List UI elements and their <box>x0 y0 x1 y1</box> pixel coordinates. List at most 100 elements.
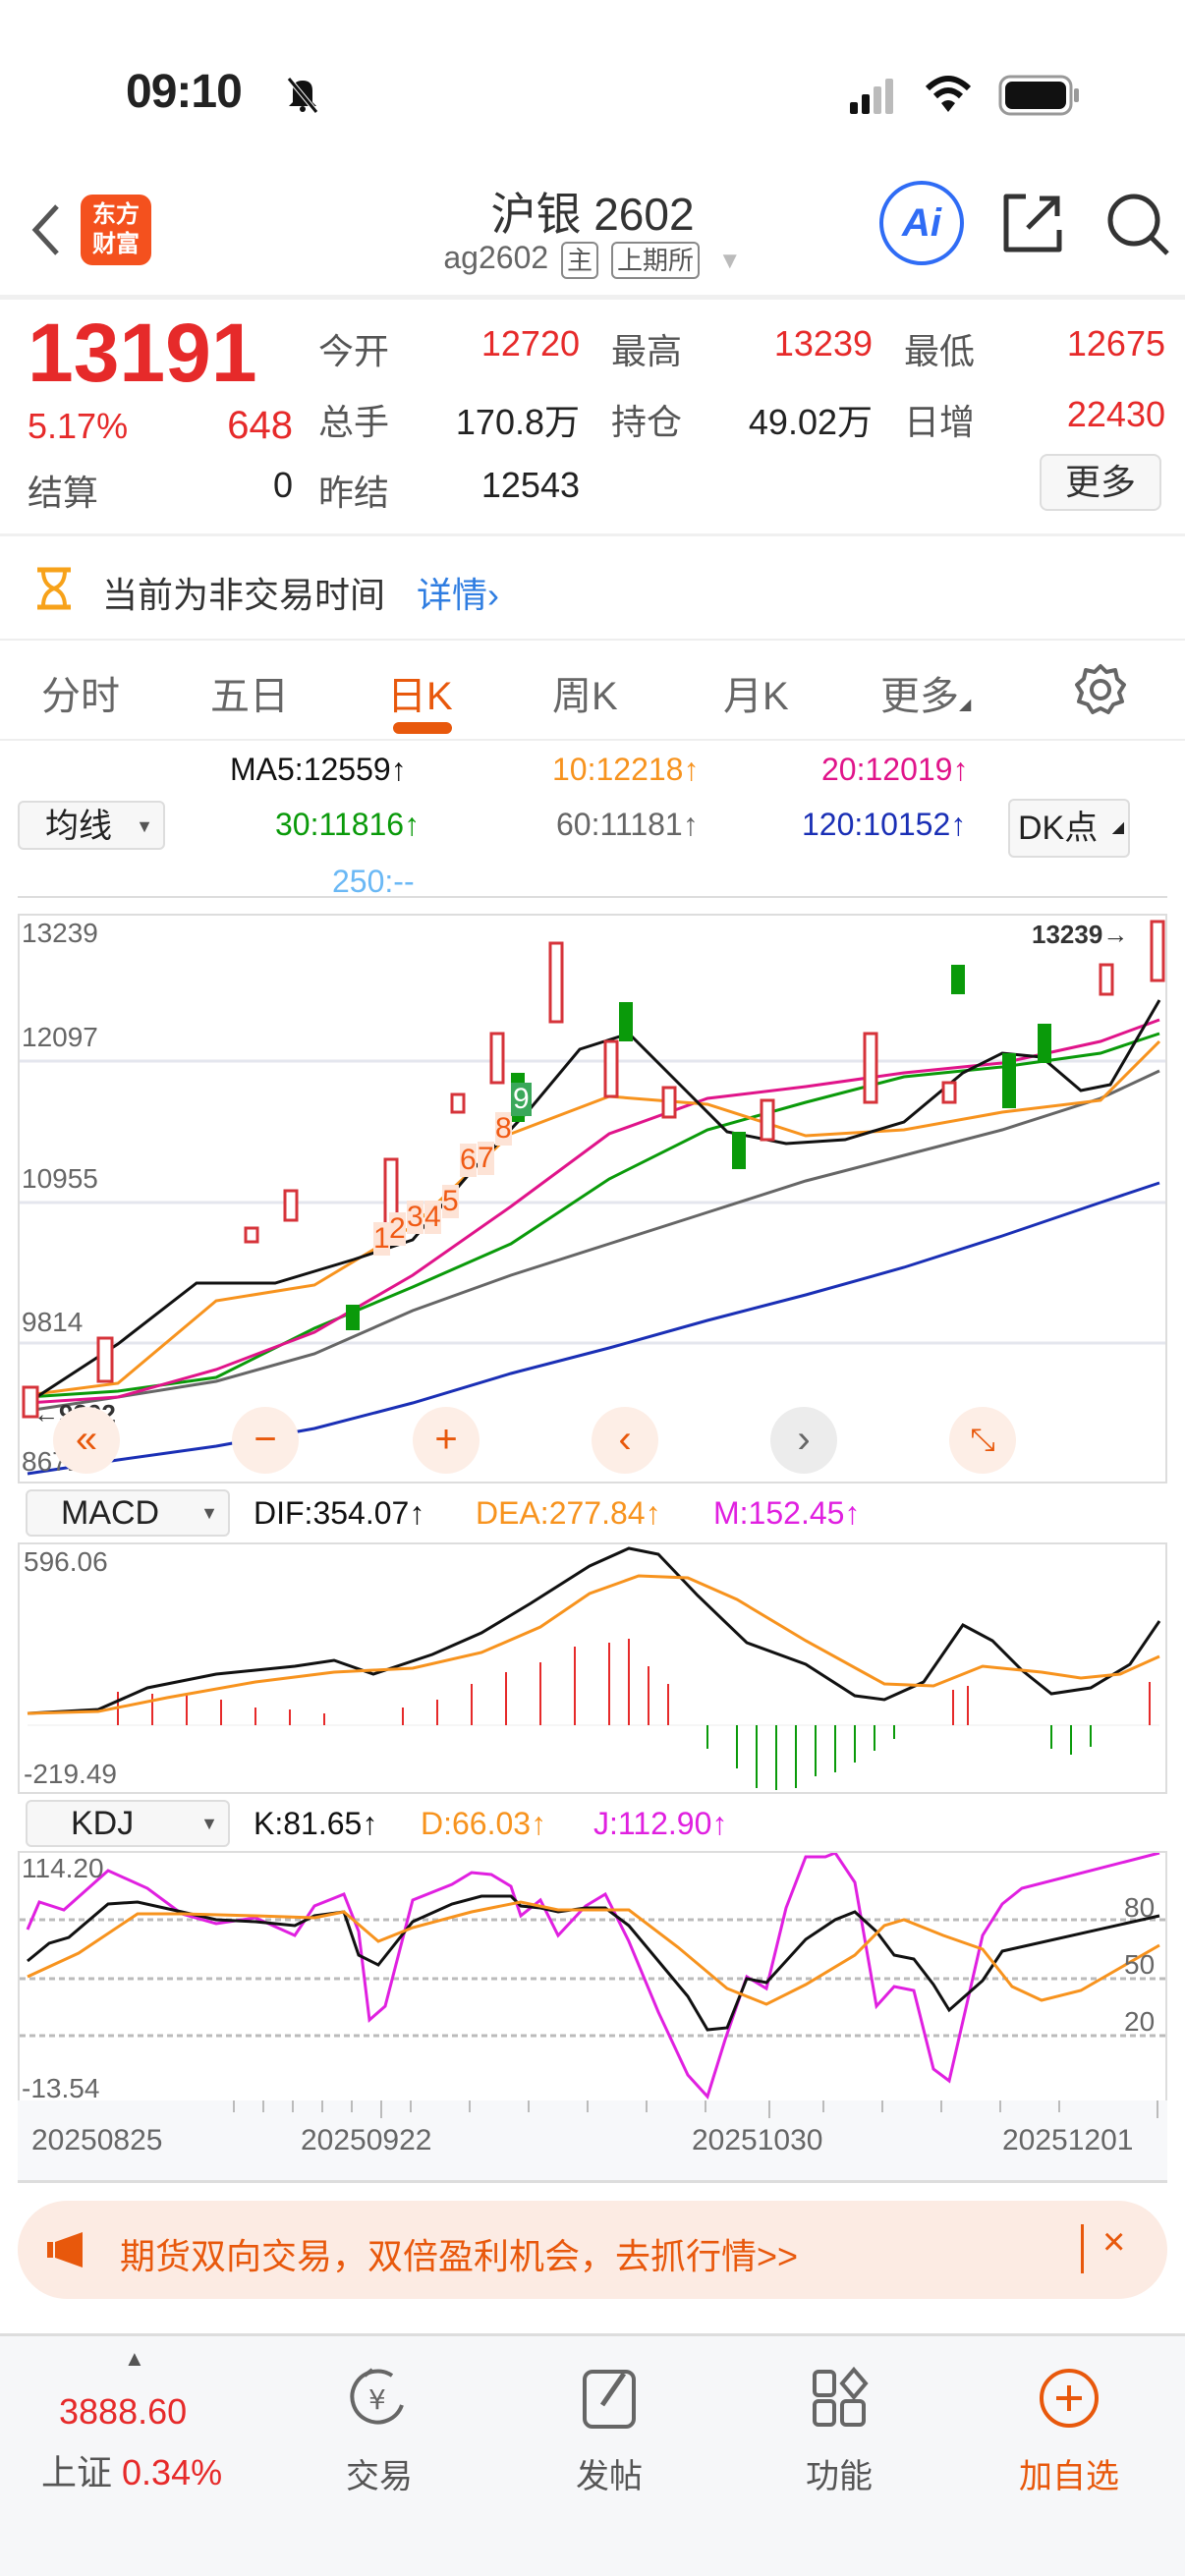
high-label: 最高 <box>611 331 683 371</box>
kdj-y-max: 114.20 <box>22 1853 104 1883</box>
y-label: 10955 <box>22 1163 98 1194</box>
back-button[interactable] <box>26 200 65 259</box>
dropdown-caret-icon: ▼ <box>200 1814 218 1833</box>
change-percent: 5.17% <box>28 406 129 446</box>
divider <box>1081 2224 1084 2273</box>
td-sequence-4: 4 <box>424 1201 441 1234</box>
macd-dif: DIF:354.07↑ <box>254 1495 425 1531</box>
td-sequence-9: 9 <box>511 1083 532 1116</box>
kdj-chart[interactable]: 114.20 -13.54 80 50 20 <box>18 1851 1167 2108</box>
ma60-value: 60:11181↑ <box>556 807 699 842</box>
corner-caret-icon: ◢ <box>1111 819 1124 836</box>
promo-text: 期货双向交易，双倍盈利机会，去抓行情>> <box>120 2236 799 2276</box>
megaphone-icon <box>47 2232 83 2268</box>
index-value[interactable]: 3888.60 <box>59 2391 188 2432</box>
dropdown-caret-icon[interactable]: ▼ <box>717 248 742 274</box>
wifi-icon <box>925 76 972 112</box>
tab-monthly-k[interactable]: 月K <box>723 675 789 718</box>
promo-banner[interactable]: 期货双向交易，双倍盈利机会，去抓行情>> × <box>18 2201 1167 2299</box>
macd-indicator-selector[interactable]: MACD ▼ <box>26 1489 230 1537</box>
tab-daily-k[interactable]: 日K <box>387 675 453 718</box>
app-logo[interactable]: 东方 财富 <box>81 195 151 265</box>
daily-increase-label: 日增 <box>904 402 976 442</box>
high-marker: 13239→ <box>1032 920 1129 949</box>
x-label: 20250922 <box>301 2124 432 2156</box>
ma-type-selector[interactable]: 均线 ▼ <box>18 801 165 850</box>
bottom-nav: ▲ 3888.60 上证 0.34% ¥ 交易 发帖 功能 加自选 <box>0 2333 1185 2576</box>
notice-details-link[interactable]: 详情› <box>417 575 499 615</box>
dropdown-caret-icon: ▼ <box>136 816 153 836</box>
low-value: 12675 <box>1066 323 1165 364</box>
macd-chart[interactable]: 596.06 -219.49 <box>18 1542 1167 1794</box>
scroll-right-button[interactable]: › <box>770 1407 837 1474</box>
hourglass-icon <box>37 567 71 610</box>
ma30-value: 30:11816↑ <box>275 807 421 842</box>
status-bar: 09:10 <box>0 0 1185 157</box>
divider <box>18 896 1167 898</box>
nav-trade[interactable]: ¥ 交易 <box>301 2366 458 2497</box>
x-label: 20251201 <box>1002 2124 1134 2156</box>
kdj-level-20: 20 <box>1124 2006 1156 2037</box>
kdj-level-50: 50 <box>1124 1949 1156 1980</box>
open-interest-value: 49.02万 <box>748 402 873 442</box>
more-quote-button[interactable]: 更多 <box>1040 454 1161 511</box>
tab-weekly-k[interactable]: 周K <box>552 675 618 718</box>
signal-icon <box>850 79 893 114</box>
last-price: 13191 <box>28 307 257 399</box>
index-name[interactable]: 上证 0.34% <box>41 2452 223 2492</box>
change-value: 648 <box>227 404 293 447</box>
period-tabs: 分时 五日 日K 周K 月K 更多◢ <box>0 639 1185 741</box>
axis-ticks <box>233 2100 1158 2118</box>
divider <box>0 295 1185 300</box>
ma20-value: 20:12019↑ <box>821 752 969 787</box>
edit-post-icon <box>583 2370 636 2429</box>
active-tab-indicator <box>393 722 452 734</box>
nav-add-watchlist[interactable]: 加自选 <box>990 2366 1148 2497</box>
candlestick-plot <box>20 920 1165 1476</box>
kdj-y-min: -13.54 <box>22 2073 100 2103</box>
settings-gear-icon[interactable] <box>1074 662 1127 717</box>
high-value: 13239 <box>773 323 873 364</box>
td-sequence-5: 5 <box>442 1185 459 1218</box>
tab-five-day[interactable]: 五日 <box>210 675 289 718</box>
nav-functions[interactable]: 功能 <box>761 2366 918 2497</box>
macd-y-min: -219.49 <box>24 1759 117 1789</box>
grid-functions-icon <box>813 2366 869 2427</box>
contract-code: ag2602 <box>443 240 549 275</box>
kdj-indicator-selector[interactable]: KDJ ▼ <box>26 1800 230 1847</box>
tab-more[interactable]: 更多◢ <box>880 675 972 718</box>
dropdown-caret-icon: ▼ <box>200 1503 218 1523</box>
volume-value: 170.8万 <box>455 402 580 442</box>
settle-label: 结算 <box>28 473 99 513</box>
date-axis: 20250825 20250922 20251030 20251201 <box>18 2100 1167 2183</box>
tab-intraday[interactable]: 分时 <box>41 675 120 718</box>
dk-point-button[interactable]: DK点 ◢ <box>1008 799 1130 858</box>
scroll-to-start-button[interactable]: « <box>53 1407 120 1474</box>
share-icon[interactable] <box>1000 191 1065 255</box>
kdj-plot <box>20 1853 1165 2100</box>
kdj-d: D:66.03↑ <box>421 1806 547 1841</box>
ma10-value: 10:12218↑ <box>552 752 700 787</box>
search-icon[interactable] <box>1104 191 1173 259</box>
index-up-arrow-icon: ▲ <box>124 2346 145 2371</box>
contract-subtitle[interactable]: ag2602 主 上期所 ▼ <box>0 240 1185 279</box>
nav-post[interactable]: 发帖 <box>531 2366 688 2497</box>
yuan-exchange-icon: ¥ <box>350 2368 404 2425</box>
kdj-j: J:112.90↑ <box>593 1806 728 1841</box>
zoom-out-button[interactable]: − <box>232 1407 299 1474</box>
td-sequence-6: 6 <box>460 1144 477 1177</box>
trading-hours-notice: 当前为非交易时间 详情› <box>0 545 1185 634</box>
ai-icon[interactable]: Ai <box>879 181 964 265</box>
scroll-left-button[interactable]: ‹ <box>592 1407 658 1474</box>
svg-text:¥: ¥ <box>368 2383 386 2416</box>
close-banner-button[interactable]: × <box>1102 2220 1126 2264</box>
page-title: 沪银 2602 <box>490 189 695 240</box>
td-sequence-2: 2 <box>389 1212 406 1246</box>
zoom-in-button[interactable]: + <box>413 1407 480 1474</box>
notice-text: 当前为非交易时间 <box>102 575 386 615</box>
td-sequence-8: 8 <box>495 1112 512 1146</box>
fullscreen-expand-button[interactable]: ⤡ <box>949 1407 1016 1474</box>
candlestick-chart[interactable]: 13239 12097 10955 9814 8672 13239→ ←9202… <box>18 914 1167 1484</box>
more-caret-icon: ◢ <box>959 697 972 713</box>
ma250-value: 250:-- <box>332 864 415 899</box>
